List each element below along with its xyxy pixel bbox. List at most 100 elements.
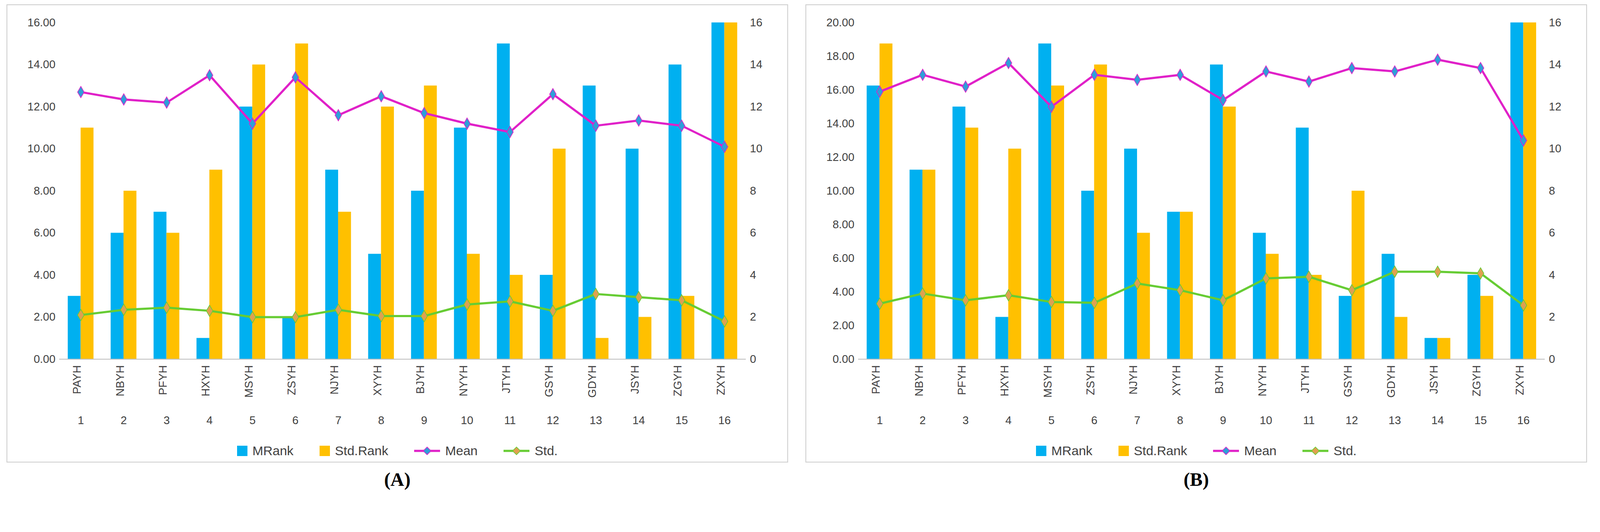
svg-text:PFYH: PFYH: [156, 365, 170, 396]
svg-text:14: 14: [750, 57, 763, 71]
svg-text:20.00: 20.00: [826, 15, 855, 29]
svg-text:NJYH: NJYH: [327, 365, 341, 396]
svg-text:6: 6: [1091, 414, 1098, 428]
svg-text:12: 12: [1345, 414, 1359, 428]
svg-text:12: 12: [546, 414, 560, 428]
svg-text:2.00: 2.00: [832, 319, 855, 333]
svg-text:6: 6: [750, 226, 757, 240]
svg-text:16: 16: [1517, 414, 1530, 428]
svg-text:13: 13: [589, 414, 602, 428]
svg-text:7: 7: [1134, 414, 1141, 428]
svg-text:4.00: 4.00: [832, 285, 855, 299]
svg-text:5: 5: [249, 414, 256, 428]
svg-text:NBYH: NBYH: [912, 365, 926, 397]
svg-text:15: 15: [675, 414, 688, 428]
svg-text:16.00: 16.00: [27, 15, 56, 29]
svg-text:NYYH: NYYH: [456, 365, 470, 397]
svg-text:ZSYH: ZSYH: [1083, 365, 1097, 396]
svg-text:12: 12: [750, 100, 763, 114]
svg-text:6: 6: [292, 414, 299, 428]
svg-text:6.00: 6.00: [832, 251, 855, 265]
svg-text:PAYH: PAYH: [70, 365, 84, 395]
svg-text:NJYH: NJYH: [1126, 365, 1140, 396]
svg-text:HXYH: HXYH: [998, 365, 1011, 397]
svg-text:8: 8: [1177, 414, 1184, 428]
svg-text:14.00: 14.00: [826, 117, 855, 130]
svg-text:0.00: 0.00: [832, 352, 855, 366]
svg-text:14: 14: [1549, 57, 1562, 71]
svg-text:4.00: 4.00: [33, 268, 56, 282]
svg-text:HXYH: HXYH: [199, 365, 213, 397]
svg-text:16: 16: [718, 414, 731, 428]
svg-text:7: 7: [335, 414, 342, 428]
svg-text:14.00: 14.00: [27, 57, 56, 71]
svg-text:BJYH: BJYH: [413, 365, 427, 395]
svg-text:8: 8: [378, 414, 385, 428]
svg-text:0: 0: [750, 352, 757, 366]
svg-text:13: 13: [1388, 414, 1401, 428]
svg-text:1: 1: [876, 414, 883, 428]
svg-text:MSYH: MSYH: [1041, 365, 1055, 399]
svg-text:GDYH: GDYH: [1384, 365, 1398, 399]
svg-text:3: 3: [962, 414, 969, 428]
svg-text:10: 10: [460, 414, 474, 428]
svg-text:9: 9: [1219, 414, 1227, 428]
svg-text:2: 2: [919, 414, 926, 428]
svg-text:4: 4: [750, 268, 757, 282]
svg-text:BJYH: BJYH: [1212, 365, 1226, 395]
svg-text:10.00: 10.00: [27, 142, 56, 156]
svg-text:ZGYH: ZGYH: [1470, 365, 1483, 397]
svg-text:12: 12: [1549, 100, 1562, 114]
svg-text:XYYH: XYYH: [1169, 365, 1183, 397]
svg-text:10: 10: [750, 142, 763, 156]
svg-text:2: 2: [1549, 310, 1556, 324]
svg-text:5: 5: [1048, 414, 1055, 428]
svg-text:14: 14: [632, 414, 646, 428]
svg-text:XYYH: XYYH: [370, 365, 384, 397]
svg-text:4: 4: [206, 414, 213, 428]
svg-text:14: 14: [1431, 414, 1445, 428]
svg-text:MSYH: MSYH: [242, 365, 256, 399]
svg-text:8.00: 8.00: [33, 184, 56, 198]
svg-text:2: 2: [750, 310, 757, 324]
svg-text:4: 4: [1549, 268, 1556, 282]
svg-text:3: 3: [163, 414, 170, 428]
svg-text:NBYH: NBYH: [113, 365, 127, 397]
svg-text:11: 11: [1302, 414, 1315, 428]
svg-text:JTYH: JTYH: [1298, 365, 1312, 394]
svg-text:JSYH: JSYH: [628, 365, 642, 395]
svg-text:1: 1: [77, 414, 84, 428]
svg-text:9: 9: [421, 414, 428, 428]
svg-text:18.00: 18.00: [826, 49, 855, 63]
svg-text:GSYH: GSYH: [542, 365, 556, 398]
svg-text:6: 6: [1549, 226, 1556, 240]
svg-text:4: 4: [1005, 414, 1012, 428]
svg-text:16: 16: [1549, 15, 1562, 29]
svg-text:NYYH: NYYH: [1255, 365, 1269, 397]
svg-text:ZXYH: ZXYH: [714, 365, 728, 396]
svg-text:GDYH: GDYH: [585, 365, 599, 399]
svg-text:ZGYH: ZGYH: [671, 365, 685, 397]
svg-text:PAYH: PAYH: [869, 365, 883, 395]
svg-text:ZSYH: ZSYH: [285, 365, 298, 396]
svg-text:10: 10: [1549, 142, 1562, 156]
svg-text:11: 11: [503, 414, 516, 428]
svg-text:8: 8: [1549, 184, 1556, 198]
svg-text:JTYH: JTYH: [499, 365, 513, 394]
svg-text:2: 2: [120, 414, 127, 428]
svg-text:8.00: 8.00: [832, 218, 855, 232]
svg-text:0: 0: [1549, 352, 1556, 366]
svg-text:16.00: 16.00: [826, 83, 855, 97]
svg-text:8: 8: [750, 184, 757, 198]
svg-text:10.00: 10.00: [826, 184, 855, 198]
svg-text:JSYH: JSYH: [1427, 365, 1441, 395]
svg-text:16: 16: [750, 15, 763, 29]
svg-text:0.00: 0.00: [33, 352, 56, 366]
svg-text:ZXYH: ZXYH: [1513, 365, 1527, 396]
svg-text:2.00: 2.00: [33, 310, 56, 324]
svg-text:10: 10: [1259, 414, 1273, 428]
svg-text:12.00: 12.00: [27, 100, 56, 114]
svg-text:12.00: 12.00: [826, 150, 855, 164]
svg-text:GSYH: GSYH: [1341, 365, 1355, 398]
svg-text:PFYH: PFYH: [955, 365, 969, 396]
